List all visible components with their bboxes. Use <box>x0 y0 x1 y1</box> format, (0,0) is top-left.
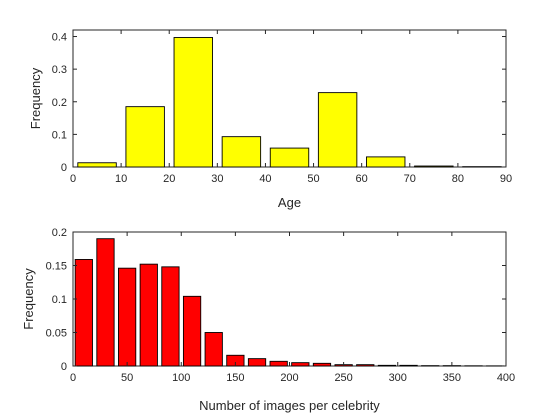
x-tick-label: 60 <box>356 173 368 185</box>
y-tick-label: 0 <box>61 162 67 174</box>
histogram-bar <box>291 362 310 367</box>
x-tick-label: 50 <box>121 372 133 384</box>
x-axis-label: Number of images per celebrity <box>199 398 380 413</box>
y-tick-label: 0.05 <box>46 328 67 340</box>
x-tick-label: 70 <box>404 173 416 185</box>
x-tick-label: 90 <box>500 173 512 185</box>
histogram-bar <box>77 162 117 168</box>
x-tick-label: 10 <box>115 173 127 185</box>
histogram-bar <box>414 165 454 168</box>
histogram-bar <box>118 267 137 367</box>
axes-frame <box>72 231 507 367</box>
histogram-bar <box>74 259 93 367</box>
histogram-bar <box>317 92 358 168</box>
y-tick-label: 0.1 <box>52 129 67 141</box>
histogram-bar <box>96 238 115 367</box>
y-tick-label: 0 <box>61 361 67 373</box>
x-axis-label: Age <box>278 195 301 210</box>
images-per-celebrity-histogram: 0 50 100 150 200 250 300 350 400 0 0.05 0.1 0.15 0.2 N… <box>21 227 515 413</box>
histogram-bar <box>377 364 397 367</box>
histogram-bar <box>204 332 223 367</box>
y-tick-label: 0.2 <box>52 97 67 109</box>
x-tick-label: 350 <box>443 372 461 384</box>
histogram-bar <box>139 263 158 367</box>
histogram-bar <box>161 266 180 367</box>
histogram-bar <box>269 360 288 367</box>
y-axis-label: Frequency <box>21 268 36 330</box>
y-tick-label: 0.15 <box>46 261 67 273</box>
histogram-bar <box>221 136 262 168</box>
histogram-bar <box>312 362 332 367</box>
histogram-bar <box>399 364 418 367</box>
x-tick-label: 0 <box>70 173 76 185</box>
x-tick-label: 0 <box>70 372 76 384</box>
histogram-bar <box>247 358 267 367</box>
histogram-bar <box>269 147 310 168</box>
x-tick-label: 50 <box>307 173 319 185</box>
x-tick-label: 250 <box>334 372 352 384</box>
x-tick-label: 80 <box>452 173 464 185</box>
histogram-bar <box>366 156 406 168</box>
x-tick-label: 400 <box>497 372 515 384</box>
x-tick-label: 20 <box>163 173 175 185</box>
x-tick-label: 30 <box>211 173 223 185</box>
y-tick-label: 0.2 <box>52 227 67 239</box>
x-tick-label: 200 <box>280 372 298 384</box>
histogram-bar <box>182 295 202 367</box>
y-tick-label: 0.4 <box>52 32 67 44</box>
histogram-bar <box>356 364 375 367</box>
age-histogram: 0 10 20 30 40 50 60 70 80 90 0 0.1 0.2 0.3 0.4 Age Frequ… <box>28 29 512 210</box>
y-tick-label: 0.3 <box>52 64 67 76</box>
y-tick-label: 0.1 <box>52 294 67 306</box>
x-tick-label: 300 <box>389 372 407 384</box>
histogram-bar <box>173 37 213 168</box>
x-tick-label: 150 <box>226 372 244 384</box>
x-tick-label: 100 <box>172 372 190 384</box>
histogram-bar <box>125 106 165 168</box>
y-axis-label: Frequency <box>28 67 43 129</box>
x-tick-label: 40 <box>259 173 271 185</box>
